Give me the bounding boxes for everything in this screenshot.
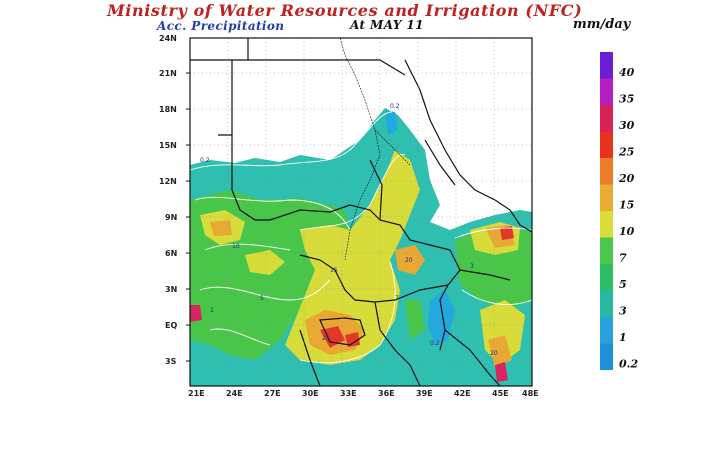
precip-area-red	[320, 326, 345, 348]
longitude-axis: 21E 24E 27E 30E 33E 36E 39E 42E 45E 48E	[188, 389, 539, 398]
legend-swatch	[600, 105, 613, 132]
contour-value-labels: 0.2 0.2 10 15 20 20 25 0.2 3 5 1 7	[200, 103, 498, 357]
legend-swatch	[600, 211, 613, 238]
map-frame	[189, 37, 533, 387]
lon-tick-label: 45E	[492, 389, 509, 398]
lat-tick-label: 3N	[165, 285, 177, 294]
legend-label: 35	[619, 92, 634, 105]
contour-label: 25	[322, 335, 330, 342]
legend-label: 5	[619, 278, 627, 291]
legend-swatch	[600, 237, 613, 264]
legend-swatch	[600, 131, 613, 158]
rivers	[339, 38, 411, 261]
map-subtitle: Acc. Precipitation	[157, 19, 285, 33]
legend-label: 0.2	[619, 357, 638, 370]
lon-tick-label: 42E	[454, 389, 471, 398]
lon-tick-label: 48E	[522, 389, 539, 398]
legend-label: 10	[619, 225, 635, 238]
country-borders	[190, 38, 532, 386]
legend-label: 40	[619, 66, 635, 79]
legend-label: 1	[619, 331, 627, 344]
contour-label: 5	[260, 295, 264, 302]
lat-tick-label: 24N	[159, 34, 177, 43]
legend-label: 3	[619, 304, 627, 317]
contour-label: 1	[210, 307, 214, 314]
legend-swatch	[600, 158, 613, 185]
legend-swatch	[600, 343, 613, 370]
contour-label: 0.2	[200, 157, 210, 164]
lat-tick-label: 3S	[165, 357, 177, 366]
lon-tick-label: 24E	[226, 389, 243, 398]
precipitation-field	[190, 108, 532, 386]
lat-tick-label: 9N	[165, 213, 177, 222]
legend-swatch	[600, 78, 613, 105]
lon-tick-label: 39E	[416, 389, 433, 398]
legend-label: 7	[619, 251, 627, 264]
contour-label: 20	[405, 257, 413, 264]
legend-swatch	[600, 290, 613, 317]
legend-swatch	[600, 52, 613, 79]
lat-tick-label: 21N	[159, 69, 177, 78]
grid-lines	[190, 38, 532, 386]
lon-tick-label: 30E	[302, 389, 319, 398]
contour-label: 3	[470, 263, 474, 270]
lat-tick-label: 6N	[165, 249, 177, 258]
lat-tick-label: 18N	[159, 105, 177, 114]
map-title: Ministry of Water Resources and Irrigati…	[107, 1, 583, 20]
contour-label: 7	[395, 295, 399, 302]
contour-lines	[190, 111, 532, 364]
legend-swatch	[600, 317, 613, 344]
contour-label: 10	[232, 243, 240, 250]
legend-swatch	[600, 264, 613, 291]
contour-label: 15	[330, 267, 338, 274]
lat-tick-label: 15N	[159, 141, 177, 150]
contour-label: 0.2	[390, 103, 400, 110]
lat-tick-label: 12N	[159, 177, 177, 186]
legend-label: 25	[618, 145, 634, 158]
legend-label: 20	[618, 172, 635, 185]
contour-label: 0.2	[430, 340, 440, 347]
date-label: At MAY 11	[350, 18, 424, 32]
lon-tick-label: 27E	[264, 389, 281, 398]
color-legend: 40 35 30 25 20 15 10 7 5 3 1 0.2	[600, 52, 638, 370]
legend-swatch	[600, 184, 613, 211]
lat-tick-label: EQ	[165, 321, 177, 330]
legend-label: 15	[619, 198, 634, 211]
contour-label: 20	[490, 350, 498, 357]
lon-tick-label: 21E	[188, 389, 205, 398]
lon-tick-label: 36E	[378, 389, 395, 398]
unit-label: mm/day	[573, 17, 631, 32]
legend-label: 30	[619, 119, 635, 132]
lon-tick-label: 33E	[340, 389, 357, 398]
latitude-axis: 24N 21N 18N 15N 12N 9N 6N 3N EQ 3S	[159, 34, 177, 366]
